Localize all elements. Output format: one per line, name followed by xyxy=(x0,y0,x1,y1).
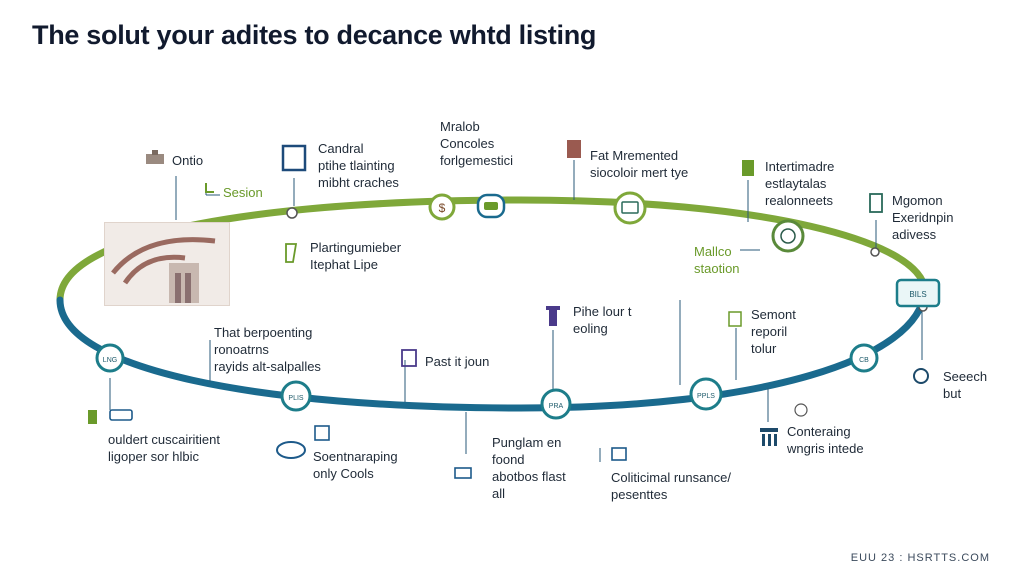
bottle-icon xyxy=(88,410,97,424)
bank-icon xyxy=(760,428,778,446)
chart-icon xyxy=(728,311,742,327)
node-bottom-3 xyxy=(540,388,572,420)
computer-icon xyxy=(611,447,627,461)
svg-text:$: $ xyxy=(439,201,446,215)
node-globe xyxy=(771,219,805,253)
clipboard-icon xyxy=(869,193,883,213)
coins-icon xyxy=(913,368,929,384)
house-icon xyxy=(111,237,216,303)
label-mgomon: Mgomon Exeridnpin adivess xyxy=(892,193,954,242)
sink-icon xyxy=(146,150,164,164)
gift-icon xyxy=(401,349,417,367)
money-icon xyxy=(109,409,133,421)
label-ouldert: ouldert cuscairitient ligoper sor hlbic xyxy=(108,432,220,464)
label-that-berpoenting: That berpoenting ronoatrns rayids alt-sa… xyxy=(214,325,321,374)
footer-credit: EUU 23 : HSRTTS.COM xyxy=(850,552,990,564)
cup-icon xyxy=(742,160,754,176)
bucket-icon xyxy=(567,140,581,158)
label-semont: Semont reporil tolur xyxy=(751,307,796,356)
node-text: CB xyxy=(859,357,869,364)
label-mallco: Mallco staotion xyxy=(694,244,740,276)
node-bottom-5 xyxy=(849,343,879,373)
globe-icon xyxy=(794,403,808,417)
check-icon xyxy=(454,467,472,479)
phone-icon xyxy=(285,243,298,263)
node-text: PLIS xyxy=(288,395,304,402)
label-pihe-lour: Pihe lour t eoling xyxy=(573,304,632,336)
node-dot xyxy=(870,247,880,257)
label-plartingumieber: Plartingumieber Itephat Lipe xyxy=(310,240,402,272)
label-conteraing: Conteraing wngris intede xyxy=(787,424,864,456)
label-candral: Candral ptihe tlainting mibht craches xyxy=(318,141,399,190)
node-computer xyxy=(613,191,647,225)
hand-icon xyxy=(276,441,306,459)
node-bottom-2 xyxy=(280,380,312,412)
page-title: The solut your adites to decance whtd li… xyxy=(32,20,597,50)
label-past-it-joun: Past it joun xyxy=(425,354,490,369)
node-car xyxy=(476,193,506,219)
node-text: PPLS xyxy=(697,393,715,400)
label-punglam: Punglam en foond abotbos flast all xyxy=(492,435,566,501)
node-dot xyxy=(286,207,298,219)
trowel-icon xyxy=(205,183,214,193)
label-fat-mremented: Fat Mremented siocoloir mert tye xyxy=(590,148,689,180)
node-text: PRA xyxy=(549,403,564,410)
label-coliticimal: Coliticimal runsance/ pesenttes xyxy=(611,470,731,502)
node-dollar: $ xyxy=(428,193,456,221)
label-sesion: Sesion xyxy=(223,185,263,200)
label-soentnaraping: Soentnaraping only Cools xyxy=(313,449,398,481)
frame-icon xyxy=(281,144,307,172)
label-seeech: Seeech but xyxy=(943,369,988,401)
pin-icon xyxy=(546,306,560,326)
node-left xyxy=(95,343,125,373)
node-bottom-4 xyxy=(689,377,723,411)
label-ontio: Ontio xyxy=(172,153,204,168)
node-box-right xyxy=(895,278,941,308)
node-text: LNG xyxy=(103,357,117,364)
label-mralob: Mralob Concoles forlgemestici xyxy=(440,119,513,168)
label-intertimadre: Intertimadre estlaytalas realonneets xyxy=(765,159,835,208)
house-illustration xyxy=(104,222,230,306)
book-icon xyxy=(314,425,330,441)
node-text: BILS xyxy=(909,290,926,299)
